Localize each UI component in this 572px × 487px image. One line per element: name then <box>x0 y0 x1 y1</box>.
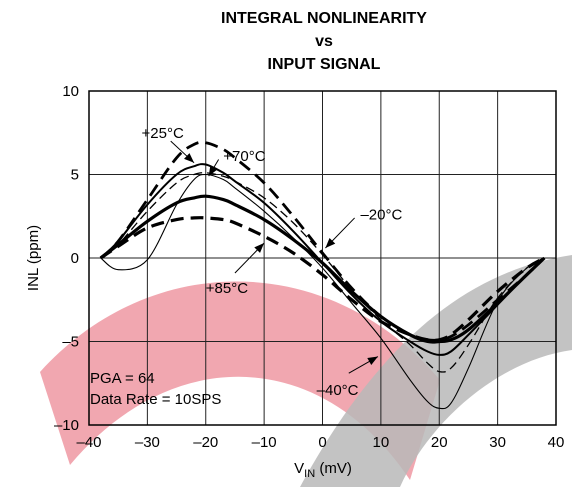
y-tick-label: –10 <box>54 417 79 434</box>
y-tick-labels: 10 5 0 –5 –10 <box>54 83 79 434</box>
x-tick-label: –30 <box>135 434 160 451</box>
anno-m40c-arrowhead <box>367 356 378 365</box>
watermark-gray-arc <box>300 255 572 487</box>
chart-title-line-1: INTEGRAL NONLINEARITY <box>221 10 427 27</box>
x-tick-label: 10 <box>373 434 390 451</box>
anno-m20c-label: –20°C <box>360 207 402 224</box>
note-pga: PGA = 64 <box>90 370 155 387</box>
x-tick-label: 20 <box>431 434 448 451</box>
series-line-6 <box>100 173 545 410</box>
watermark <box>40 255 572 487</box>
x-tick-label: 30 <box>489 434 506 451</box>
anno-25c-arrowhead <box>184 153 195 163</box>
anno-85c-arrowhead <box>254 242 265 253</box>
chart-title-line-3: INPUT SIGNAL <box>268 56 381 73</box>
anno-25c-label: +25°C <box>142 125 184 142</box>
series-line-1 <box>99 140 546 342</box>
y-tick-label: 0 <box>71 250 79 267</box>
chart-title-line-2: vs <box>315 33 333 50</box>
x-tick-label: 40 <box>548 434 565 451</box>
x-tick-label: 0 <box>318 434 326 451</box>
anno-70c-arrowhead <box>208 165 218 177</box>
y-tick-label: 10 <box>62 83 79 100</box>
x-axis-label: VIN (mV) <box>294 460 352 480</box>
x-tick-label: –40 <box>76 434 101 451</box>
x-tick-labels: –40 –30 –20 –10 0 10 20 30 40 <box>76 434 564 451</box>
anno-m40c-label: –40°C <box>317 382 359 399</box>
y-tick-label: –5 <box>62 334 79 351</box>
anno-85c-label: +85°C <box>206 280 248 297</box>
x-tick-label: –10 <box>252 434 277 451</box>
series-line-3 <box>100 172 545 373</box>
watermark-pink-arc <box>40 281 440 480</box>
y-tick-label: 5 <box>71 167 79 184</box>
x-axis-label-unit: (mV) <box>315 460 352 477</box>
series-group <box>99 140 546 410</box>
annotations: +25°C +70°C –20°C +85°C –40°C <box>142 125 403 399</box>
x-axis-label-main: V <box>294 460 304 477</box>
series-line-4 <box>99 194 546 344</box>
plot-frame <box>88 90 557 426</box>
x-axis-label-sub: IN <box>304 468 315 480</box>
anno-70c-label: +70°C <box>223 148 265 165</box>
grid <box>89 91 556 425</box>
series-line-5 <box>99 216 546 343</box>
anno-m20c-arrowhead <box>325 238 336 248</box>
y-axis-label: INL (ppm) <box>25 225 42 291</box>
x-tick-label: –20 <box>193 434 218 451</box>
note-data-rate: Data Rate = 10SPS <box>90 391 221 408</box>
